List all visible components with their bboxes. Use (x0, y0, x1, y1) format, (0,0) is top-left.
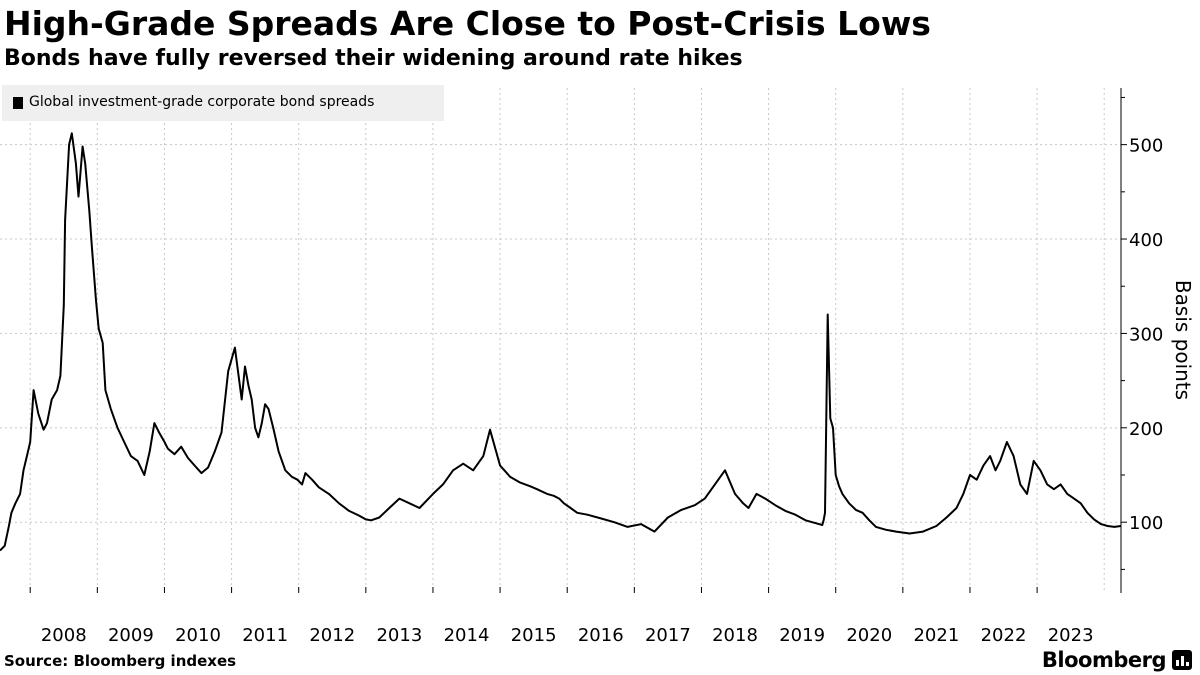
x-tick-label: 2010 (175, 625, 221, 646)
x-tick-label: 2016 (578, 625, 624, 646)
x-tick-label: 2021 (913, 625, 959, 646)
y-tick-label: 200 (1129, 419, 1163, 440)
y-tick-label: 100 (1129, 513, 1163, 534)
y-tick-label: 300 (1129, 324, 1163, 345)
brand-logo-text: Bloomberg (1041, 648, 1167, 672)
chart-title: High-Grade Spreads Are Close to Post-Cri… (4, 4, 931, 43)
x-tick-label: 2017 (645, 625, 691, 646)
x-tick-label: 2022 (981, 625, 1027, 646)
axis-labels: 100 200 300 400 500 2008 2009 2010 2011 2012 2013 2… (41, 136, 1163, 646)
x-tick-label: 2014 (444, 625, 490, 646)
axis-ticks (29, 96, 1127, 593)
x-tick-label: 2015 (511, 625, 557, 646)
x-tick-label: 2011 (242, 625, 288, 646)
x-tick-label: 2019 (779, 625, 825, 646)
legend-swatch (13, 97, 23, 109)
chart-subtitle: Bonds have fully reversed their widening… (4, 46, 743, 71)
x-tick-label: 2008 (41, 625, 87, 646)
x-tick-label: 2023 (1048, 625, 1094, 646)
x-tick-label: 2018 (712, 625, 758, 646)
legend-label: Global investment-grade corporate bond s… (29, 94, 375, 110)
gridlines (0, 88, 1121, 593)
x-tick-label: 2009 (108, 625, 154, 646)
y-axis-title: Basis points (1171, 280, 1195, 400)
series-line-global-ig-spreads (0, 132, 1122, 552)
y-tick-label: 400 (1129, 230, 1163, 251)
y-tick-label: 500 (1129, 136, 1163, 157)
bloomberg-logo-icon (1172, 650, 1192, 670)
source-note: Source: Bloomberg indexes (4, 652, 237, 670)
x-tick-label: 2020 (846, 625, 892, 646)
legend: Global investment-grade corporate bond s… (2, 85, 444, 121)
x-tick-label: 2012 (309, 625, 355, 646)
x-tick-label: 2013 (376, 625, 422, 646)
